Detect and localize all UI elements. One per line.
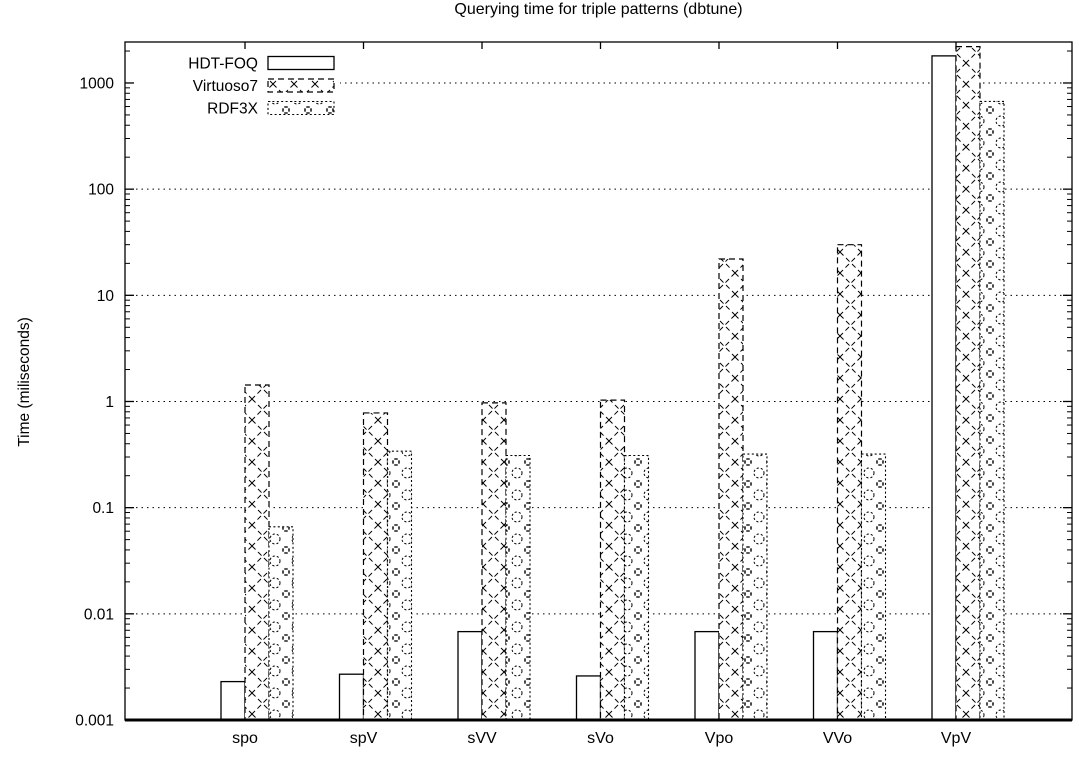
x-category-label: sVV	[467, 730, 497, 747]
bar-Virtuoso7-sVV	[481, 402, 507, 721]
bar-HDT-FOQ-VVo	[812, 630, 839, 721]
y-tick-label: 0.01	[84, 606, 114, 623]
bars	[220, 46, 1005, 721]
y-axis-label: Time (miliseconds)	[16, 317, 33, 447]
bar-HDT-FOQ-Vpo	[694, 630, 720, 721]
y-tick-label: 0.1	[92, 500, 114, 517]
bar-RDF3X-VVo	[860, 453, 887, 721]
bar-HDT-FOQ-spV	[338, 673, 365, 721]
bar-Virtuoso7-VVo	[836, 244, 863, 721]
chart-title: Querying time for triple patterns (dbtun…	[454, 1, 743, 18]
x-category-label: spV	[350, 730, 378, 747]
plot-frame	[124, 41, 1073, 722]
x-category-label: spo	[232, 730, 258, 747]
y-tick-label: 0.001	[75, 713, 114, 730]
x-category-label: VpV	[941, 730, 972, 747]
bar-RDF3X-sVV	[505, 454, 531, 721]
x-category-label: Vpo	[705, 730, 734, 747]
legend-sample-HDT-FOQ	[267, 55, 335, 71]
x-category-label: sVo	[587, 730, 614, 747]
axis-tick-labels: 1000 100 10 1 0.1 0.01 0.001 spo spV sVV sVo Vpo VVo…	[75, 75, 971, 747]
y-tick-label: 1000	[80, 75, 115, 92]
legend: HDT-FOQ Virtuoso7 RDF3X	[188, 55, 335, 118]
legend-entry-Virtuoso7: Virtuoso7	[193, 78, 335, 95]
y-tick-label: 1	[105, 394, 114, 411]
bar-RDF3X-Vpo	[742, 453, 768, 721]
legend-sample-Virtuoso7	[267, 78, 335, 93]
y-tick-label: 100	[88, 182, 114, 199]
y-tick-label: 10	[97, 288, 115, 305]
x-category-label: VVo	[823, 730, 852, 747]
axis-ticks	[125, 42, 1072, 721]
bar-RDF3X-VpV	[979, 100, 1005, 721]
bar-Virtuoso7-VpV	[955, 46, 981, 721]
bar-RDF3X-spV	[386, 450, 413, 721]
bar-Virtuoso7-sVo	[599, 399, 626, 721]
bar-HDT-FOQ-sVV	[457, 630, 483, 721]
legend-sample-RDF3X	[267, 100, 335, 116]
bar-Virtuoso7-Vpo	[718, 258, 744, 721]
gridlines	[125, 82, 1072, 615]
bar-HDT-FOQ-spo	[220, 680, 246, 721]
legend-entry-RDF3X: RDF3X	[207, 100, 335, 118]
legend-label: HDT-FOQ	[188, 56, 258, 73]
bar-Virtuoso7-spo	[244, 384, 270, 721]
bar-HDT-FOQ-sVo	[575, 675, 602, 721]
legend-entry-HDT-FOQ: HDT-FOQ	[188, 55, 335, 73]
bar-HDT-FOQ-VpV	[931, 55, 957, 721]
bar-Virtuoso7-spV	[362, 412, 389, 721]
bar-RDF3X-spo	[268, 526, 294, 721]
legend-label: RDF3X	[207, 101, 258, 118]
legend-label: Virtuoso7	[193, 78, 258, 95]
bar-RDF3X-sVo	[623, 454, 650, 721]
